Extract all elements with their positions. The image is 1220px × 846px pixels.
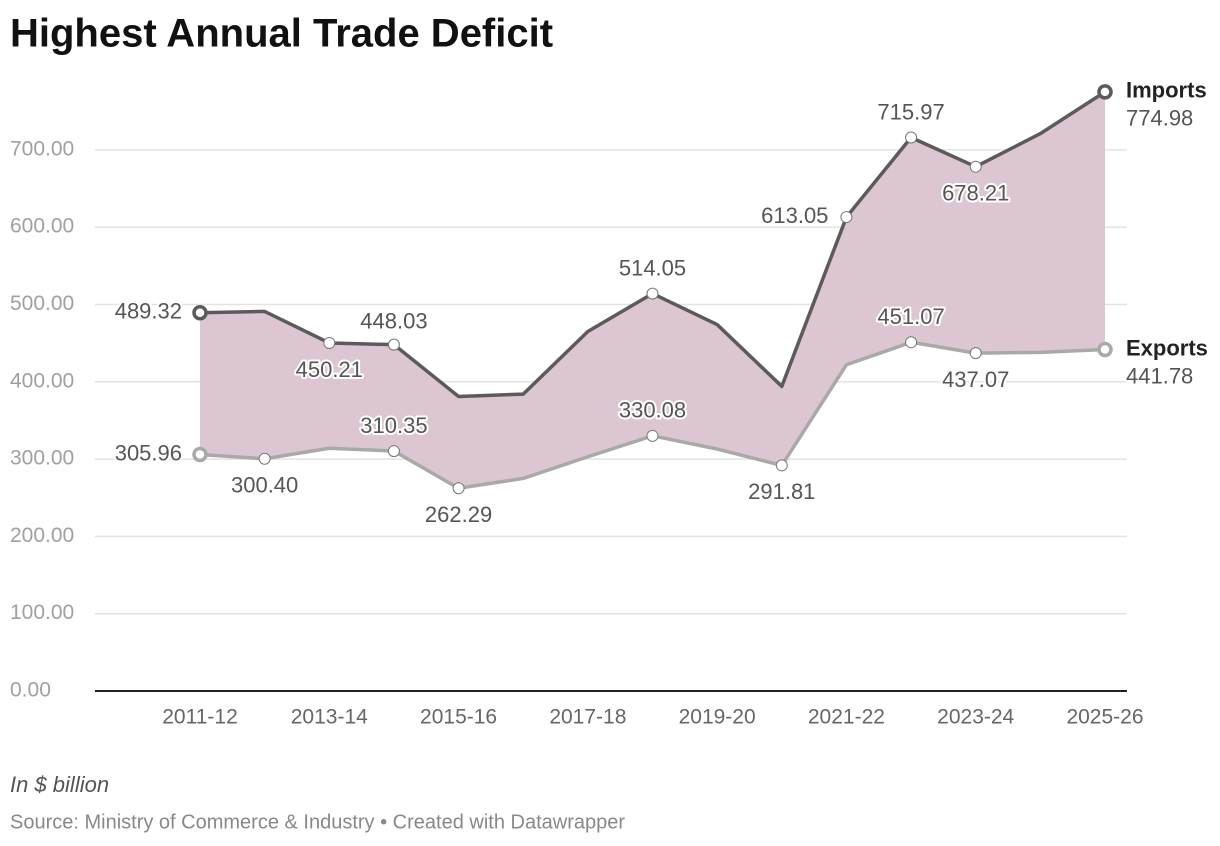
area-between <box>200 91 1105 489</box>
point <box>387 338 400 351</box>
point <box>192 304 208 321</box>
point <box>1097 84 1113 100</box>
point <box>1097 341 1113 358</box>
y-tick-label: 600.00 <box>10 215 74 238</box>
point <box>969 160 982 173</box>
y-tick-label: 400.00 <box>10 369 74 392</box>
value-label: 514.05 <box>619 255 686 280</box>
point <box>258 452 271 465</box>
x-tick-label: 2025-26 <box>1066 706 1143 729</box>
x-tick-label: 2013-14 <box>291 706 368 729</box>
x-tick-label: 2017-18 <box>549 706 626 729</box>
value-label: 450.21 <box>296 357 363 382</box>
point <box>452 482 465 495</box>
value-label: 489.32 <box>115 299 182 324</box>
point <box>775 459 788 472</box>
point <box>905 131 918 144</box>
value-label: 774.98 <box>1126 106 1193 131</box>
value-label: 678.21 <box>942 181 1009 206</box>
point <box>969 347 982 360</box>
x-tick-label: 2015-16 <box>420 706 497 729</box>
value-label: 448.03 <box>360 308 427 333</box>
y-tick-label: 100.00 <box>10 601 74 624</box>
source: Source: Ministry of Commerce & Industry … <box>10 811 625 833</box>
chart-title: Highest Annual Trade Deficit <box>10 12 553 56</box>
y-tick-label: 700.00 <box>10 137 74 160</box>
y-tick-label: 300.00 <box>10 447 74 470</box>
value-label: 291.81 <box>748 479 815 504</box>
value-label: 305.96 <box>115 440 182 465</box>
point <box>646 287 659 300</box>
point <box>323 336 336 349</box>
note: In $ billion <box>10 772 109 797</box>
point <box>840 211 853 224</box>
value-label: 262.29 <box>425 502 492 527</box>
x-tick-label: 2021-22 <box>808 706 885 729</box>
value-label: 715.97 <box>877 99 944 124</box>
point <box>192 446 208 463</box>
value-label: 613.05 <box>761 203 828 228</box>
point <box>387 445 400 458</box>
series-label: Imports <box>1126 78 1207 103</box>
y-tick-label: 500.00 <box>10 292 74 315</box>
x-tick-label: 2023-24 <box>937 706 1014 729</box>
y-tick-label: 200.00 <box>10 524 74 547</box>
value-label: 451.07 <box>877 304 944 329</box>
x-tick-label: 2019-20 <box>679 706 756 729</box>
value-label: 437.07 <box>942 367 1009 392</box>
value-label: 441.78 <box>1126 363 1193 388</box>
x-tick-label: 2011-12 <box>162 706 238 729</box>
y-tick-label: 0.00 <box>10 679 51 702</box>
series-label: Exports <box>1126 335 1208 360</box>
point <box>905 336 918 349</box>
value-label: 300.40 <box>231 473 298 498</box>
point <box>646 429 659 442</box>
value-label: 330.08 <box>619 398 686 423</box>
value-label: 310.35 <box>360 413 427 438</box>
